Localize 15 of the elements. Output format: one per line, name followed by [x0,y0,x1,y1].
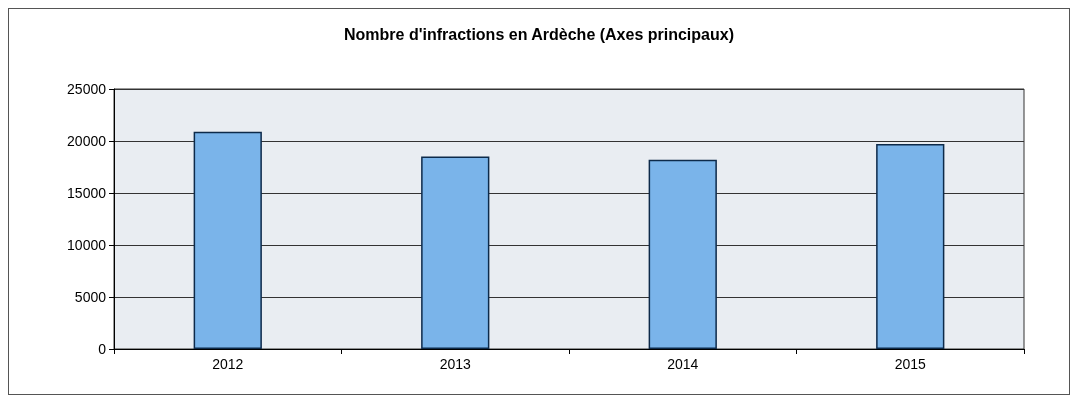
x-tick-label: 2014 [667,356,699,372]
bar [421,156,490,349]
y-tick-label: 25000 [67,81,107,97]
y-tick-label: 0 [98,341,107,357]
bar [193,131,262,349]
y-tick-label: 15000 [67,185,107,201]
bar [876,144,945,349]
bar [648,159,717,349]
x-tick-label: 2015 [894,356,927,372]
y-tick-label: 20000 [67,133,107,149]
chart-title: Nombre d'infractions en Ardèche (Axes principaux) [344,25,734,43]
x-tick-label: 2012 [212,356,244,372]
x-tick-label: 2013 [439,356,472,372]
y-tick-label: 5000 [74,289,107,305]
y-tick-label: 10000 [67,237,107,253]
